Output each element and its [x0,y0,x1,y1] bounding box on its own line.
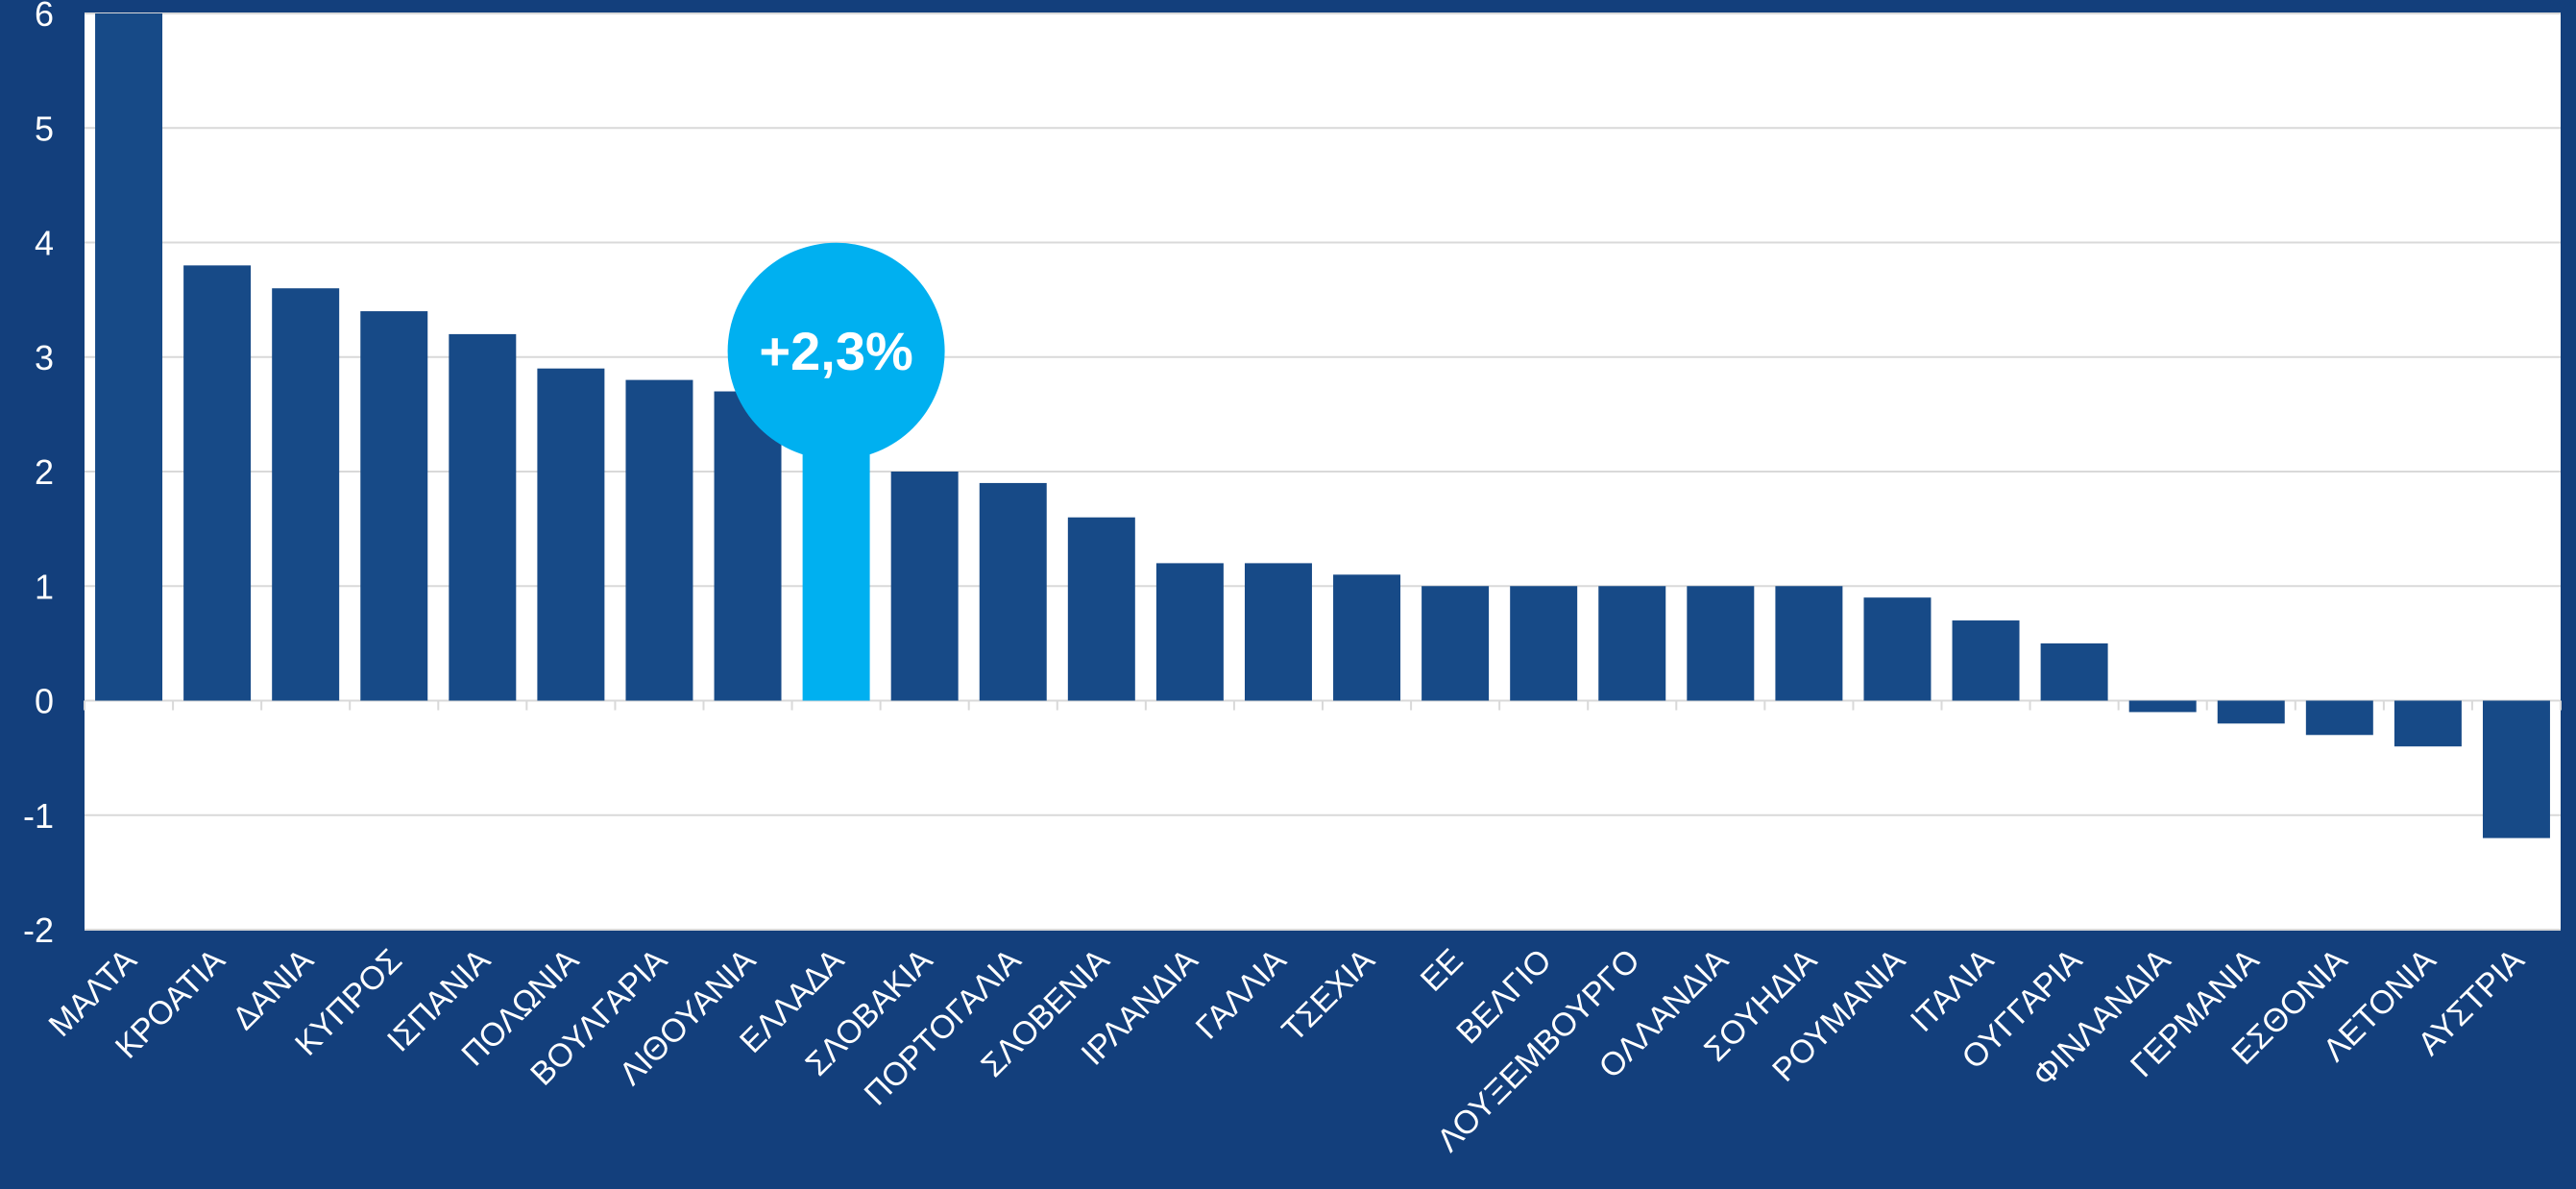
y-tick-label: 2 [35,452,54,492]
bar [979,482,1047,701]
bar [1155,563,1224,701]
bar [1952,620,2020,701]
y-tick-label: 0 [35,682,54,721]
bar [1863,597,1932,701]
y-tick-label: 4 [35,224,54,263]
bar [2305,700,2373,736]
bar [2217,700,2285,724]
bar [714,391,782,701]
x-tick-label: ΕΕ [1414,942,1470,999]
bar [2394,700,2462,747]
bar [2128,700,2197,713]
y-tick-label: 3 [35,338,54,377]
x-tick-label: ΤΣΕΧΙΑ [1275,942,1381,1049]
x-tick-label: ΠΟΡΤΟΓΑΛΙΑ [858,942,1029,1113]
bar [1067,517,1135,701]
bar [1775,586,1843,701]
bar [183,265,252,701]
bar [272,288,340,701]
bar [625,379,693,701]
bar [1422,586,1490,701]
y-tick-label: -2 [23,910,54,950]
x-tick-label: ΓΑΛΛΙΑ [1189,942,1294,1047]
bar [1510,586,1578,701]
bar [449,333,517,701]
y-tick-label: -1 [23,796,54,836]
bar [802,437,870,701]
y-tick-label: 6 [35,0,54,34]
highlight-bubble [727,242,945,460]
bar [890,472,959,701]
bar [2482,700,2550,838]
bar [537,368,605,701]
bar [1244,563,1312,701]
y-tick-label: 1 [35,567,54,606]
bar [1333,574,1401,701]
bar [1687,586,1755,701]
y-tick-label: 5 [35,109,54,148]
bar [360,311,428,701]
bar [2040,643,2108,701]
bar [1598,586,1666,701]
highlight-label: +2,3% [759,321,912,381]
bar [95,13,163,701]
